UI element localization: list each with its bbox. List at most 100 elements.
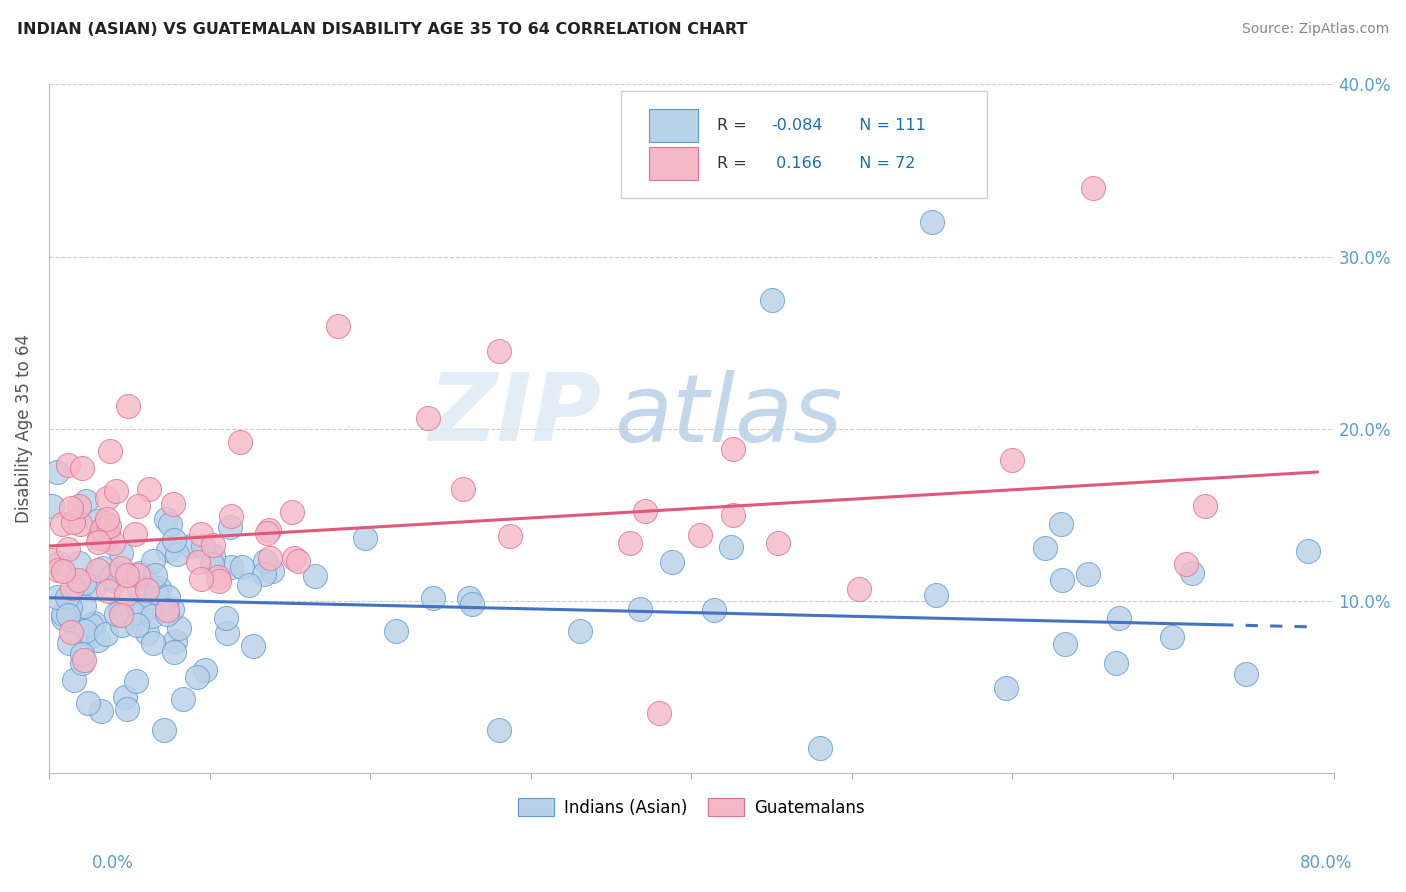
FancyBboxPatch shape	[650, 109, 697, 142]
Point	[46, 563, 69, 577]
Point	[129, 566, 152, 581]
Point	[921, 215, 943, 229]
Point	[153, 723, 176, 737]
Point	[67, 499, 90, 513]
Point	[304, 569, 326, 583]
Point	[208, 574, 231, 588]
Point	[70, 647, 93, 661]
Point	[156, 590, 179, 604]
Point	[142, 636, 165, 650]
FancyBboxPatch shape	[620, 91, 987, 198]
Point	[1104, 657, 1126, 671]
Point	[87, 562, 110, 576]
Point	[219, 509, 242, 524]
Point	[56, 542, 79, 557]
Point	[1054, 637, 1077, 651]
Point	[100, 444, 122, 458]
Point	[689, 528, 711, 542]
Point	[125, 673, 148, 688]
Point	[87, 632, 110, 647]
Text: atlas: atlas	[614, 369, 842, 460]
Point	[141, 594, 163, 608]
Point	[80, 618, 103, 632]
Point	[172, 691, 194, 706]
Point	[70, 461, 93, 475]
Point	[134, 572, 156, 586]
Point	[101, 536, 124, 550]
Point	[104, 484, 127, 499]
Point	[155, 512, 177, 526]
Point	[457, 591, 479, 605]
Point	[108, 603, 131, 617]
Point	[148, 582, 170, 596]
Point	[166, 547, 188, 561]
Point	[190, 572, 212, 586]
Point	[60, 615, 83, 629]
Point	[111, 618, 134, 632]
Point	[127, 499, 149, 513]
Point	[242, 639, 264, 653]
Point	[1234, 667, 1257, 681]
Point	[73, 575, 96, 590]
FancyBboxPatch shape	[650, 147, 697, 180]
Point	[104, 574, 127, 588]
Point	[281, 505, 304, 519]
Text: ZIP: ZIP	[429, 369, 602, 461]
Point	[257, 523, 280, 537]
Text: R =: R =	[717, 118, 752, 133]
Text: 0.166: 0.166	[770, 156, 823, 171]
Point	[94, 626, 117, 640]
Point	[69, 517, 91, 532]
Point	[66, 573, 89, 587]
Point	[110, 546, 132, 560]
Point	[231, 559, 253, 574]
Point	[180, 539, 202, 553]
Point	[1161, 630, 1184, 644]
Point	[110, 560, 132, 574]
Point	[215, 626, 238, 640]
Text: N = 72: N = 72	[849, 156, 915, 171]
Point	[110, 566, 132, 581]
Point	[761, 293, 783, 307]
Point	[83, 580, 105, 594]
Point	[76, 696, 98, 710]
Point	[219, 520, 242, 534]
Point	[766, 535, 789, 549]
Point	[62, 515, 84, 529]
Point	[422, 591, 444, 606]
Point	[326, 318, 349, 333]
Point	[41, 500, 63, 514]
Point	[488, 723, 510, 738]
Point	[461, 597, 484, 611]
Point	[201, 549, 224, 564]
Point	[238, 578, 260, 592]
Point	[52, 564, 75, 578]
Point	[156, 543, 179, 558]
Point	[214, 611, 236, 625]
Point	[75, 493, 97, 508]
Point	[86, 514, 108, 528]
Point	[219, 560, 242, 574]
Point	[703, 603, 725, 617]
Point	[87, 531, 110, 545]
Point	[73, 652, 96, 666]
Point	[145, 584, 167, 599]
Point	[721, 442, 744, 456]
Point	[51, 517, 73, 532]
Point	[163, 634, 186, 648]
Point	[60, 501, 83, 516]
Point	[117, 399, 139, 413]
Point	[190, 526, 212, 541]
Point	[169, 621, 191, 635]
Point	[194, 663, 217, 677]
Point	[73, 599, 96, 613]
Point	[994, 681, 1017, 695]
Point	[80, 629, 103, 643]
Point	[52, 610, 75, 624]
Point	[62, 673, 84, 688]
Point	[115, 702, 138, 716]
Point	[259, 551, 281, 566]
Point	[191, 539, 214, 553]
Point	[925, 588, 948, 602]
Point	[56, 608, 79, 623]
